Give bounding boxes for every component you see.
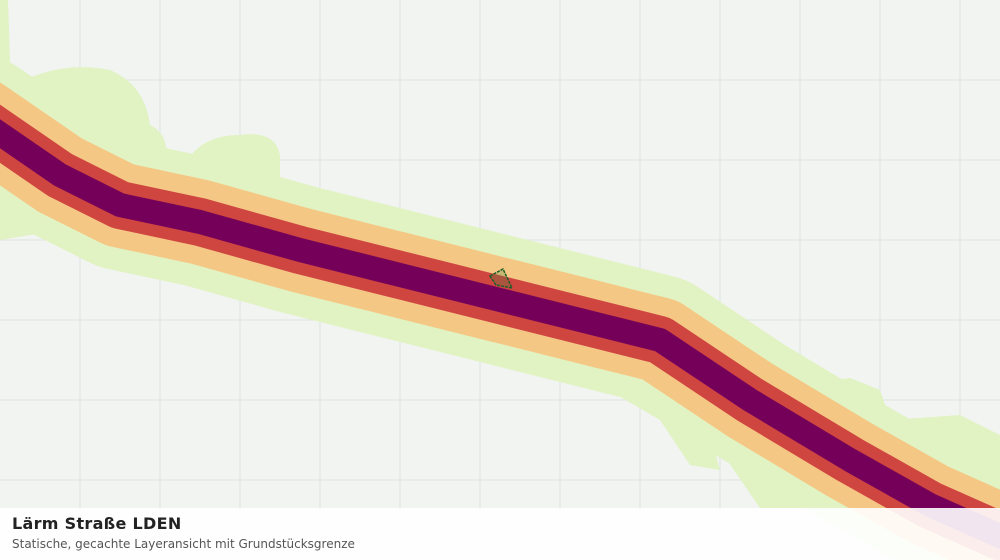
map-title: Lärm Straße LDEN xyxy=(12,514,182,533)
property-boundary[interactable] xyxy=(488,267,514,290)
caption-panel: Lärm Straße LDEN Statische, gecachte Lay… xyxy=(0,508,1000,560)
map-subtitle: Statische, gecachte Layeransicht mit Gru… xyxy=(12,537,355,551)
noise-zone-very-high xyxy=(0,119,1000,550)
noise-bands xyxy=(0,58,1000,560)
